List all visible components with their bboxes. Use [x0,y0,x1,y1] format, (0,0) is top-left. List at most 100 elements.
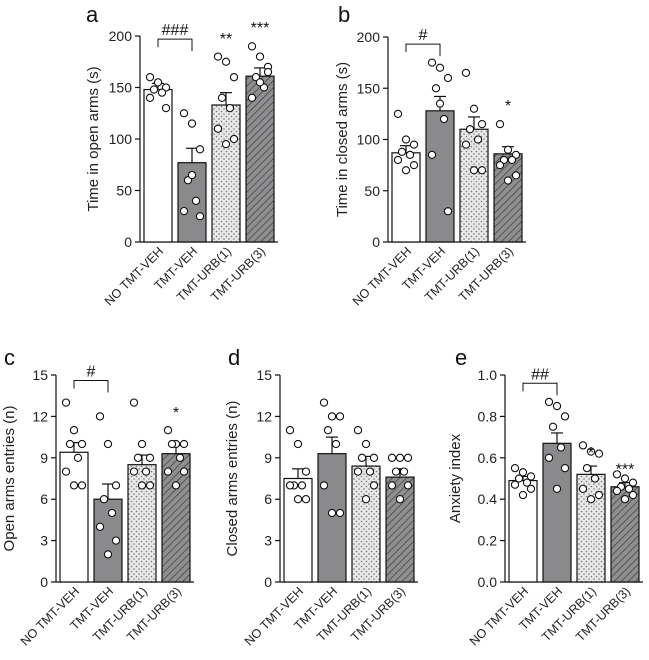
data-point [511,171,521,180]
data-point [435,63,445,72]
y-tick-label: 1.0 [478,367,498,383]
data-point [409,160,419,170]
data-point [255,78,265,87]
y-tick-label: 100 [357,132,381,148]
panel-letter: c [4,345,15,370]
data-point [514,474,524,483]
data-point [403,453,413,462]
data-point [369,453,379,462]
significance-label: ** [220,31,232,48]
y-tick-label: 0.2 [478,533,498,549]
data-point [145,93,155,102]
data-point [163,467,173,476]
data-point [229,73,239,82]
data-point [628,490,638,500]
data-point [353,426,363,435]
data-point [175,453,185,462]
data-point [73,453,83,462]
data-point [357,453,367,462]
data-point [548,422,558,431]
y-axis-label: Open arms entries (n) [1,406,18,552]
chart-panel-e: e Anxiety index 0.0 0.2 0.4 0.6 0.8 1.0 NO TMT-V… [447,345,643,648]
significance-label: *** [616,461,635,478]
data-point [590,474,600,483]
data-point [163,426,173,435]
y-tick-label: 12 [32,408,48,424]
data-point [327,412,337,421]
bar-d-3 [385,476,415,583]
data-point [465,125,475,134]
data-point [167,439,177,449]
data-point [69,426,79,435]
data-point [179,439,189,449]
data-point [179,206,189,216]
data-point [335,412,345,421]
data-point [141,467,151,476]
data-point [225,103,235,113]
data-point [594,490,604,500]
data-point [469,166,479,175]
data-point [195,145,205,154]
data-point [129,467,139,476]
data-point [137,439,147,449]
panel-letter: a [86,2,99,27]
significance-bracket [522,382,558,396]
data-point [510,463,520,473]
data-point [439,114,449,124]
y-axis-label: Anxiety index [447,433,464,523]
data-point [285,481,295,490]
data-point [443,207,453,216]
data-point [77,439,87,449]
y-tick-label: 150 [109,80,133,96]
data-point [586,495,596,504]
data-point [387,481,397,490]
data-point [217,93,227,102]
y-tick-label: 0 [124,234,132,250]
y-tick-label: 6 [264,491,272,507]
data-point [111,536,121,545]
data-point [495,160,505,170]
data-point [393,109,403,119]
data-point [399,467,409,476]
bar-d-0 [283,477,313,583]
category-label: NO TMT-VEH [18,584,82,648]
data-point [137,481,147,490]
data-point [361,495,371,504]
data-point [477,119,487,129]
data-point [335,508,345,518]
data-point [526,484,536,493]
category-label: NO TMT-VEH [467,584,531,648]
data-point [213,52,223,61]
significance-label: *** [251,20,270,37]
data-point [473,135,483,144]
data-point [129,398,139,407]
data-point [255,52,265,61]
data-point [361,439,371,449]
chart-panel-d: d Closed arms entries (n) 0 3 6 9 12 15 NO TMT-V… [224,345,418,648]
y-tick-label: 3 [40,533,48,549]
y-tick-label: 200 [109,28,133,44]
significance-label: ### [162,22,189,39]
data-point [401,135,411,144]
data-point [187,170,197,180]
data-point [594,449,604,458]
data-point [65,439,75,449]
y-tick-label: 9 [264,450,272,466]
data-point [403,481,413,490]
data-point [145,481,155,490]
data-point [510,480,520,489]
bar-a-3 [245,75,275,243]
data-point [586,447,596,456]
data-point [247,42,257,51]
significance-bracket [157,38,193,52]
data-point [133,453,143,462]
data-point [393,155,403,165]
y-tick-label: 12 [256,408,272,424]
y-tick-label: 6 [40,491,48,507]
data-point [149,85,159,94]
data-point [395,453,405,462]
bar-b-2 [459,128,489,243]
y-tick-label: 0 [372,234,380,250]
y-axis-label: Time in closed arms (s) [334,62,351,217]
